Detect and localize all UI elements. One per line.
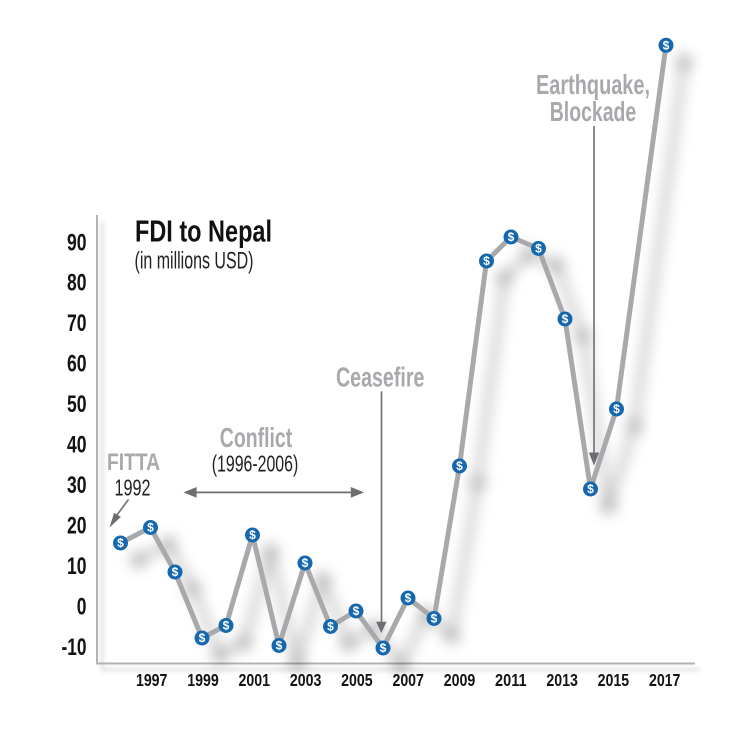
svg-text:-10: -10 <box>62 634 87 661</box>
svg-text:$: $ <box>508 230 515 244</box>
svg-text:90: 90 <box>67 229 87 256</box>
svg-text:Earthquake,: Earthquake, <box>536 69 650 100</box>
svg-text:FDI to Nepal: FDI to Nepal <box>135 214 272 249</box>
svg-text:Blockade: Blockade <box>550 96 637 127</box>
svg-text:20: 20 <box>67 513 87 540</box>
svg-text:$: $ <box>172 565 179 579</box>
svg-text:$: $ <box>302 556 309 570</box>
svg-text:(in millions USD): (in millions USD) <box>135 248 254 275</box>
svg-text:(1996-2006): (1996-2006) <box>212 451 299 477</box>
svg-text:80: 80 <box>67 270 87 297</box>
svg-text:$: $ <box>405 591 412 605</box>
svg-text:$: $ <box>276 639 283 653</box>
svg-text:Ceasefire: Ceasefire <box>336 362 425 393</box>
svg-text:60: 60 <box>67 351 87 378</box>
svg-text:$: $ <box>147 521 154 535</box>
svg-text:$: $ <box>663 38 670 52</box>
svg-text:Conflict: Conflict <box>220 422 293 453</box>
svg-text:2003: 2003 <box>290 670 322 690</box>
svg-text:$: $ <box>380 641 387 655</box>
svg-text:$: $ <box>456 459 463 473</box>
svg-text:$: $ <box>613 402 620 416</box>
svg-text:$: $ <box>483 254 490 268</box>
svg-text:2001: 2001 <box>239 670 271 690</box>
svg-text:10: 10 <box>67 553 87 580</box>
svg-text:$: $ <box>587 482 594 496</box>
svg-text:$: $ <box>431 612 438 626</box>
svg-text:$: $ <box>249 528 256 542</box>
svg-text:0: 0 <box>77 594 87 621</box>
svg-text:2017: 2017 <box>649 670 681 690</box>
svg-text:$: $ <box>117 536 124 550</box>
svg-text:2015: 2015 <box>598 670 630 690</box>
svg-text:1992: 1992 <box>115 475 151 501</box>
svg-text:$: $ <box>353 604 360 618</box>
svg-text:$: $ <box>327 620 334 634</box>
svg-text:2007: 2007 <box>392 670 424 690</box>
svg-text:2009: 2009 <box>444 670 476 690</box>
svg-text:2013: 2013 <box>546 670 578 690</box>
svg-text:2005: 2005 <box>341 670 373 690</box>
svg-text:30: 30 <box>67 472 87 499</box>
svg-text:1999: 1999 <box>187 670 219 690</box>
svg-text:$: $ <box>223 619 230 633</box>
svg-text:FITTA: FITTA <box>107 449 160 476</box>
svg-text:$: $ <box>199 631 206 645</box>
svg-text:1997: 1997 <box>136 670 168 690</box>
svg-text:50: 50 <box>67 391 87 418</box>
svg-text:$: $ <box>562 312 569 326</box>
svg-text:70: 70 <box>67 310 87 337</box>
svg-text:40: 40 <box>67 432 87 459</box>
svg-text:2011: 2011 <box>495 670 527 690</box>
svg-text:$: $ <box>535 242 542 256</box>
